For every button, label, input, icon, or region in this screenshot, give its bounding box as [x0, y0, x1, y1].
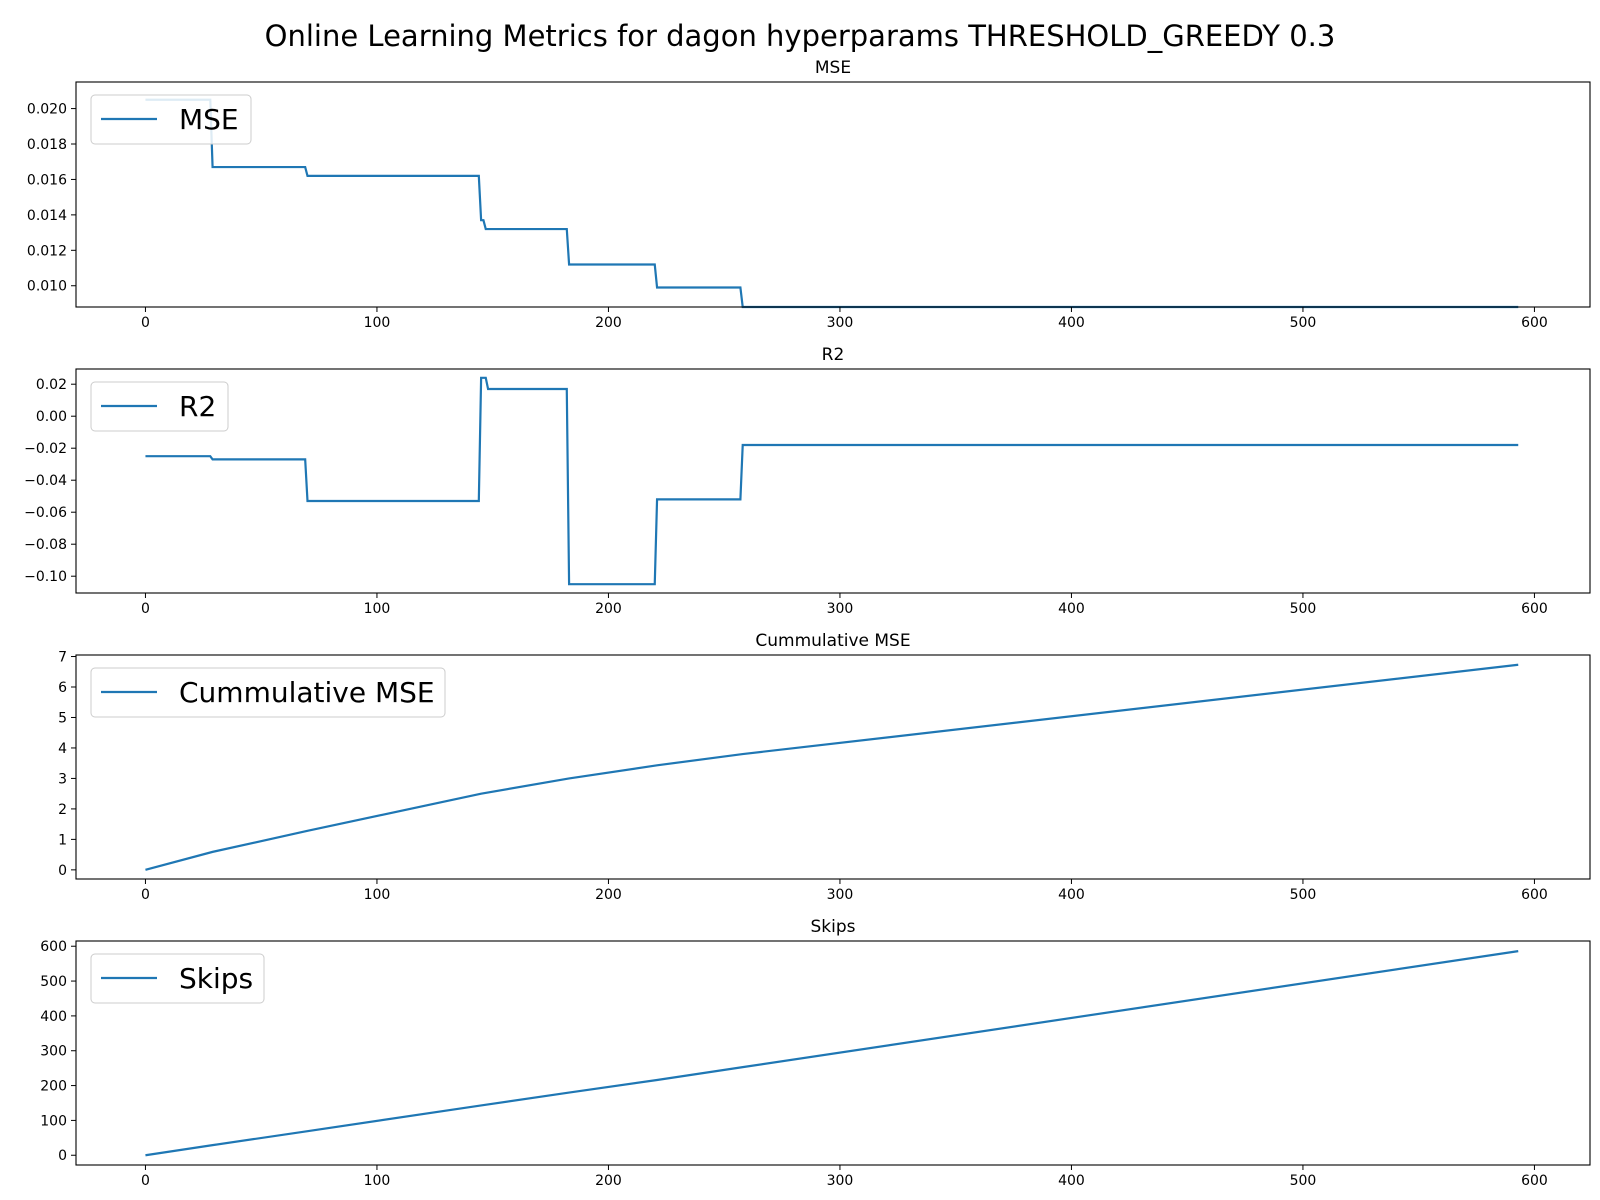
y-tick-label: −0.04: [24, 473, 67, 489]
legend: Skips: [90, 953, 265, 1004]
legend-box: [90, 667, 446, 718]
y-tick-label: 0.014: [27, 208, 67, 224]
y-tick-label: −0.02: [24, 441, 67, 457]
axes-frame: [75, 368, 1591, 594]
x-tick-label: 400: [1058, 1173, 1085, 1189]
y-tick-label: 0.018: [27, 137, 67, 153]
legend-box: [90, 94, 252, 145]
x-tick-label: 200: [595, 887, 622, 903]
y-tick-label: 300: [40, 1044, 67, 1060]
x-tick-label: 400: [1058, 887, 1085, 903]
y-tick-label: 0: [58, 1148, 67, 1164]
legend: Cummulative MSE: [90, 667, 446, 718]
y-tick-label: 6: [58, 680, 67, 696]
x-tick-label: 500: [1290, 315, 1317, 331]
x-tick-label: 600: [1521, 601, 1548, 617]
x-tick-label: 0: [141, 1173, 150, 1189]
x-tick-label: 300: [827, 315, 854, 331]
chart-panel-1: MSE 0 100 200 300 400 500 600 0.010 0.012 0.014 0.0…: [27, 58, 1591, 331]
y-tick-label: 4: [58, 741, 67, 757]
axes-frame: [75, 654, 1591, 880]
subplot-title: MSE: [815, 58, 851, 78]
subplot-title: Skips: [810, 917, 855, 937]
legend-box: [90, 381, 229, 432]
series-line-1: [145, 950, 1519, 1157]
y-tick-label: −0.08: [24, 537, 67, 553]
x-tick-label: 100: [364, 601, 391, 617]
x-tick-label: 500: [1290, 887, 1317, 903]
legend-label: R2: [179, 390, 216, 423]
legend-label: MSE: [179, 103, 239, 136]
x-tick-label: 100: [364, 315, 391, 331]
series-line-1: [145, 98, 1519, 309]
x-tick-label: 200: [595, 601, 622, 617]
x-tick-label: 300: [827, 887, 854, 903]
chart-panel-3: Cummulative MSE 0 100 200 300 400 500 600 0 1 2 3 4 5…: [58, 631, 1591, 903]
legend: R2: [90, 381, 229, 432]
x-tick-label: 0: [141, 315, 150, 331]
y-tick-label: 2: [58, 802, 67, 818]
x-tick-label: 100: [364, 887, 391, 903]
y-tick-label: 500: [40, 974, 67, 990]
y-tick-label: 0.010: [27, 279, 67, 295]
y-tick-label: 600: [40, 939, 67, 955]
x-tick-label: 100: [364, 1173, 391, 1189]
y-tick-label: 5: [58, 710, 67, 726]
x-tick-label: 300: [827, 601, 854, 617]
series-line-1: [145, 376, 1519, 586]
y-tick-label: 0.016: [27, 172, 67, 188]
legend-box: [90, 953, 265, 1004]
y-tick-label: 3: [58, 771, 67, 787]
y-tick-label: 100: [40, 1113, 67, 1129]
x-tick-label: 400: [1058, 601, 1085, 617]
series-line-1: [145, 663, 1519, 871]
y-tick-label: 0.020: [27, 102, 67, 118]
legend-label: Cummulative MSE: [179, 676, 435, 709]
y-tick-label: 1: [58, 832, 67, 848]
axes-frame: [75, 940, 1591, 1166]
legend-label: Skips: [179, 962, 253, 995]
y-tick-label: 0: [58, 863, 67, 879]
x-tick-label: 500: [1290, 601, 1317, 617]
chart-panel-2: R2 0 100 200 300 400 500 600 −0.10 −0.08 −0.06 −0.0…: [24, 345, 1591, 617]
x-tick-label: 300: [827, 1173, 854, 1189]
x-tick-label: 500: [1290, 1173, 1317, 1189]
x-tick-label: 400: [1058, 315, 1085, 331]
axes-frame: [75, 81, 1591, 308]
y-tick-label: 0.00: [36, 409, 67, 425]
figure-title: Online Learning Metrics for dagon hyperp…: [264, 19, 1336, 53]
y-tick-label: 200: [40, 1079, 67, 1095]
x-tick-label: 600: [1521, 315, 1548, 331]
y-tick-label: 0.02: [36, 377, 67, 393]
x-tick-label: 600: [1521, 887, 1548, 903]
y-tick-label: −0.10: [24, 569, 67, 585]
x-tick-label: 600: [1521, 1173, 1548, 1189]
y-tick-label: 7: [58, 650, 67, 666]
x-tick-label: 0: [141, 887, 150, 903]
y-tick-label: 0.012: [27, 243, 67, 259]
chart-panel-4: Skips 0 100 200 300 400 500 600 0 100 200 300 400 500…: [40, 917, 1591, 1189]
x-tick-label: 200: [595, 315, 622, 331]
x-tick-label: 0: [141, 601, 150, 617]
y-tick-label: 400: [40, 1009, 67, 1025]
x-tick-label: 200: [595, 1173, 622, 1189]
subplot-title: R2: [822, 345, 845, 365]
subplot-title: Cummulative MSE: [755, 631, 910, 651]
y-tick-label: −0.06: [24, 505, 67, 521]
legend: MSE: [90, 94, 252, 145]
